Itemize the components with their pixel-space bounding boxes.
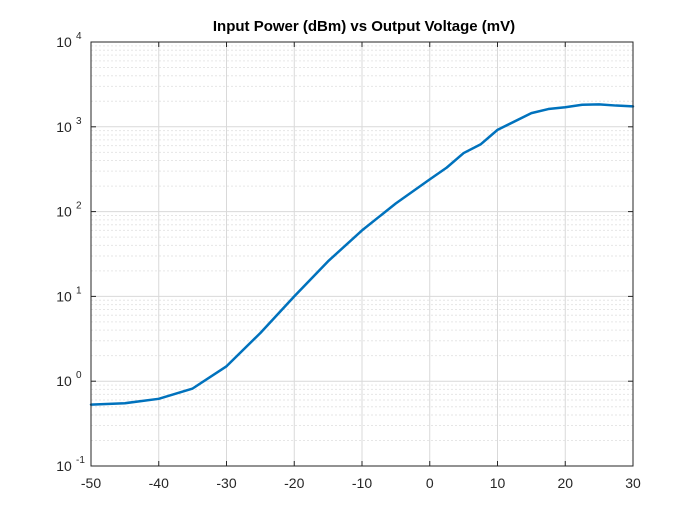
y-tick-label-exponent: 0 [76, 370, 82, 381]
x-tick-label: -10 [352, 475, 372, 491]
y-tick-label-exponent: 2 [76, 201, 82, 212]
x-tick-label: 20 [557, 475, 573, 491]
x-tick-label: -50 [81, 475, 101, 491]
x-tick-label: -40 [149, 475, 169, 491]
chart-title: Input Power (dBm) vs Output Voltage (mV) [213, 18, 515, 35]
y-tick-label-exponent: 1 [76, 285, 82, 296]
series-line [89, 103, 635, 406]
y-tick-label: 10 [56, 458, 72, 474]
x-tick-label: 10 [490, 475, 506, 491]
x-tick-label: -30 [216, 475, 236, 491]
y-tick-label: 10 [56, 119, 72, 135]
y-tick-label-exponent: 3 [76, 116, 82, 127]
y-tick-label: 10 [56, 373, 72, 389]
major-grid [90, 41, 634, 467]
x-tick-label: 30 [625, 475, 641, 491]
x-tick-label: 0 [426, 475, 434, 491]
y-tick-label-exponent: 4 [76, 31, 82, 42]
y-tick-label: 10 [56, 204, 72, 220]
y-axis-ticks: 10 -1 10 0 10 1 10 2 10 3 10 4 [56, 31, 633, 474]
y-tick-label-exponent: -1 [76, 455, 85, 466]
x-axis-ticks: -50 -40 -30 -20 -10 0 10 20 30 [81, 42, 641, 491]
x-tick-label: -20 [284, 475, 304, 491]
y-tick-label: 10 [56, 34, 72, 50]
series-layer [89, 103, 635, 406]
y-tick-label: 10 [56, 288, 72, 304]
